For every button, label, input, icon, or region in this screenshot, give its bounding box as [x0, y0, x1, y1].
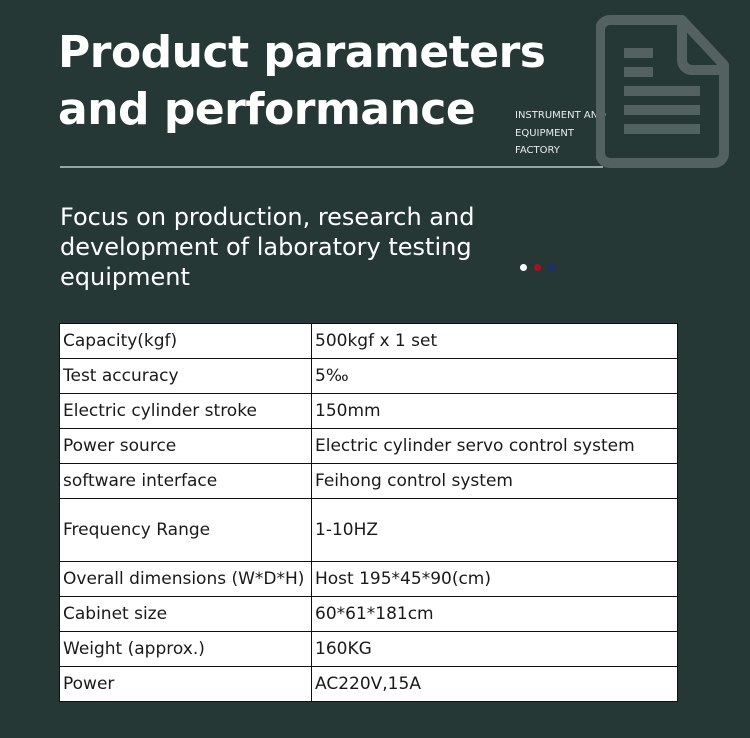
spec-table: Capacity(kgf) 500kgf x 1 set Test accuracy…: [59, 323, 678, 702]
table-row: Weight (approx.) 160KG: [59, 631, 678, 667]
spec-label: Frequency Range: [59, 498, 312, 562]
spec-label: Power: [59, 666, 312, 702]
factory-line: INSTRUMENT AND: [515, 110, 606, 121]
spec-value: AC220V,15A: [311, 666, 678, 702]
title-line-2: and performance: [58, 84, 476, 135]
table-row: Electric cylinder stroke 150mm: [59, 393, 678, 429]
factory-label: INSTRUMENT AND EQUIPMENT FACTORY: [515, 107, 606, 160]
spec-value: Feihong control system: [311, 463, 678, 499]
table-row: Power source Electric cylinder servo cont…: [59, 428, 678, 464]
table-row: Test accuracy 5‰: [59, 358, 678, 394]
spec-value: 150mm: [311, 393, 678, 429]
spec-value: Host 195*45*90(cm): [311, 561, 678, 597]
spec-label: Overall dimensions (W*D*H): [59, 561, 312, 597]
dot-white: [520, 264, 527, 271]
document-icon: [596, 15, 729, 168]
spec-value: 160KG: [311, 631, 678, 667]
table-row: software interface Feihong control system: [59, 463, 678, 499]
carousel-dots: [520, 264, 555, 271]
dot-red: [534, 264, 541, 271]
table-row: Frequency Range 1-10HZ: [59, 498, 678, 562]
page-title: Product parameters and performance: [58, 24, 546, 138]
table-row: Power AC220V,15A: [59, 666, 678, 702]
table-row: Cabinet size 60*61*181cm: [59, 596, 678, 632]
spec-label: Test accuracy: [59, 358, 312, 394]
spec-label: Cabinet size: [59, 596, 312, 632]
spec-value: 60*61*181cm: [311, 596, 678, 632]
spec-label: software interface: [59, 463, 312, 499]
spec-value: 1-10HZ: [311, 498, 678, 562]
dot-blue: [548, 264, 555, 271]
subtitle: Focus on production, research and develo…: [60, 203, 475, 291]
factory-line: EQUIPMENT: [515, 127, 575, 139]
title-line-1: Product parameters: [58, 27, 546, 78]
spec-label: Weight (approx.): [59, 631, 312, 667]
spec-value: Electric cylinder servo control system: [311, 428, 678, 464]
spec-value: 5‰: [311, 358, 678, 394]
spec-label: Electric cylinder stroke: [59, 393, 312, 429]
spec-label: Capacity(kgf): [59, 323, 312, 359]
spec-label: Power source: [59, 428, 312, 464]
table-row: Capacity(kgf) 500kgf x 1 set: [59, 323, 678, 359]
divider: [60, 166, 603, 168]
spec-value: 500kgf x 1 set: [311, 323, 678, 359]
table-row: Overall dimensions (W*D*H) Host 195*45*90…: [59, 561, 678, 597]
factory-line: FACTORY: [515, 145, 560, 156]
